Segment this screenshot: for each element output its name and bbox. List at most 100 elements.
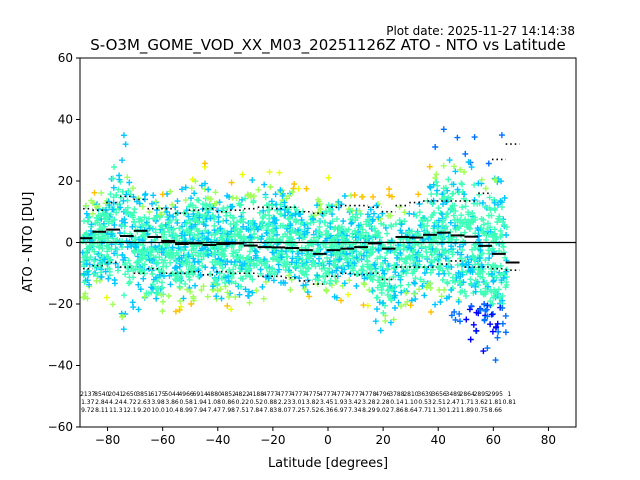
scatter-point (435, 271, 442, 277)
bin-stat-value: 4822 (235, 391, 250, 398)
y-tick-label: 40 (58, 113, 73, 127)
scatter-point (380, 283, 387, 290)
bin-stat-value: 3.45 (320, 399, 334, 406)
scatter-point (491, 199, 498, 206)
scatter-point (403, 289, 410, 296)
scatter-point (462, 257, 469, 264)
scatter-point (292, 211, 299, 217)
scatter-point (303, 185, 310, 192)
bin-stat-value: 10.4 (165, 407, 179, 414)
scatter-point (247, 220, 254, 227)
scatter-point (317, 206, 324, 213)
scatter-point (432, 175, 439, 181)
scatter-point (485, 247, 492, 254)
scatter-point (165, 293, 172, 299)
scatter-point (401, 209, 408, 216)
scatter-point (384, 265, 391, 272)
scatter-point (203, 235, 210, 242)
scatter-point (261, 181, 268, 188)
scatter-point (172, 232, 179, 239)
bin-stat-value: 6914 (193, 391, 208, 398)
bin-stat-value: 3.82 (306, 399, 320, 406)
scatter-point (125, 268, 131, 275)
scatter-point (497, 198, 504, 204)
scatter-point (440, 162, 447, 169)
bin-stat-value: 2.84 (95, 399, 109, 406)
scatter-point (412, 296, 419, 303)
bin-stat-value: 4777 (347, 391, 362, 398)
bin-stat-value: 8.11 (95, 407, 109, 414)
scatter-point (497, 262, 504, 269)
scatter-point (248, 193, 255, 200)
bin-stat-value: 7.83 (264, 407, 278, 414)
scatter-point (190, 271, 197, 278)
scatter-point (390, 274, 397, 280)
bin-stat-value: 0.58 (179, 399, 193, 406)
scatter-point (258, 225, 265, 231)
scatter-point (498, 277, 505, 284)
scatter-point (499, 240, 506, 247)
bin-stat-value: 7.34 (348, 407, 362, 414)
scatter-point (80, 258, 87, 265)
scatter-point (491, 226, 498, 233)
scatter-point (484, 313, 491, 320)
scatter-point (486, 205, 493, 211)
bin-stat-value: 4778 (361, 391, 376, 398)
scatter-point (481, 317, 488, 324)
scatter-point (161, 229, 168, 235)
scatter-point (387, 319, 394, 326)
scatter-point (106, 272, 113, 279)
scatter-point (437, 210, 444, 216)
scatter-point (444, 279, 451, 285)
scatter-point (105, 275, 112, 282)
scatter-point (287, 222, 294, 229)
scatter-point (192, 221, 199, 228)
scatter-point (289, 227, 296, 234)
scatter-point (188, 195, 194, 202)
scatter-point (212, 189, 219, 196)
bin-stat-value: 3.01 (292, 399, 306, 406)
scatter-point (477, 288, 484, 295)
scatter-point (325, 174, 332, 181)
scatter-point (455, 298, 462, 305)
scatter-point (200, 253, 207, 260)
scatter-point (146, 225, 153, 232)
scatter-point (84, 277, 91, 284)
scatter-point (295, 262, 302, 269)
scatter-point (471, 181, 478, 188)
scatter-point (452, 240, 459, 247)
scatter-point (111, 280, 118, 287)
scatter-point (255, 186, 262, 193)
scatter-point (482, 185, 489, 192)
scatter-point (282, 212, 289, 219)
scatter-point (366, 273, 373, 280)
scatter-point (373, 268, 380, 275)
scatter-point (277, 222, 284, 229)
scatter-point (246, 299, 253, 306)
scatter-point (227, 212, 234, 219)
scatter-point (301, 286, 308, 293)
scatter-point (140, 242, 146, 249)
scatter-point (90, 210, 96, 217)
scatter-point (198, 182, 205, 189)
bin-stat-value: 8540 (94, 391, 109, 398)
scatter-point (443, 199, 450, 206)
scatter-point (398, 303, 404, 310)
scatter-point (212, 246, 219, 253)
scatter-point (490, 294, 497, 301)
scatter-point (445, 270, 452, 277)
scatter-point (228, 275, 235, 281)
scatter-point (178, 247, 185, 254)
scatter-point (444, 265, 451, 272)
scatter-point (345, 291, 352, 298)
scatter-point (233, 195, 240, 202)
scatter-point (316, 223, 323, 230)
scatter-point (83, 230, 90, 237)
scatter-point (460, 279, 467, 286)
scatter-point (119, 188, 126, 195)
scatter-point (449, 251, 456, 258)
scatter-point (428, 252, 435, 259)
scatter-point (495, 215, 502, 222)
scatter-point (260, 295, 267, 302)
scatter-point (110, 175, 117, 182)
